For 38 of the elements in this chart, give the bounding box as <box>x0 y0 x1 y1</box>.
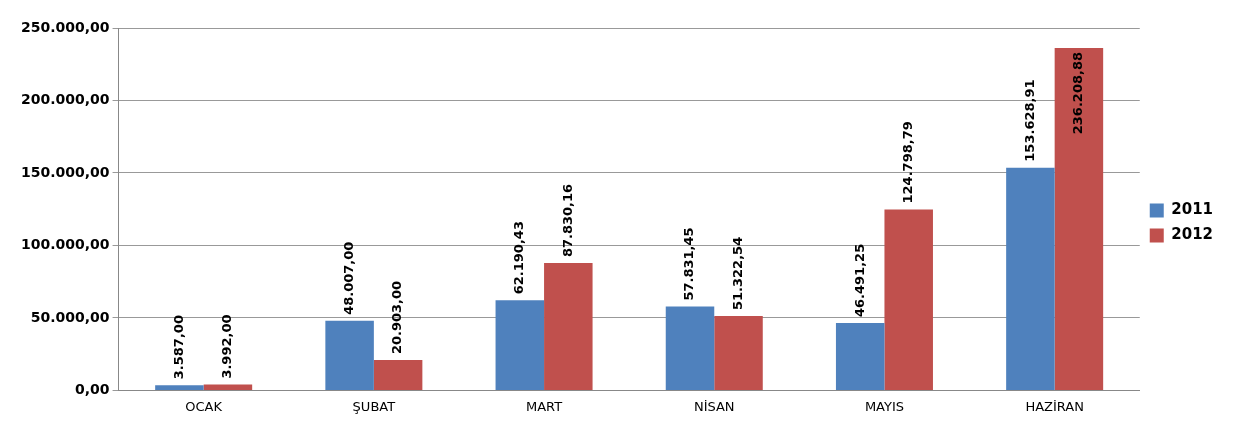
bar <box>373 360 423 390</box>
y-tick-label: 200.000,00 <box>20 91 110 108</box>
data-label: 87.830,16 <box>559 183 575 258</box>
data-label: 46.491,25 <box>851 243 867 318</box>
data-label: 153.628,91 <box>1021 79 1037 162</box>
legend-label: 2012 <box>1171 225 1213 244</box>
y-tick-label: 250.000,00 <box>20 18 110 35</box>
x-tick-label: NİSAN <box>693 398 735 414</box>
data-label: 62.190,43 <box>511 221 527 295</box>
bar <box>665 306 715 390</box>
data-label: 57.831,45 <box>681 227 697 301</box>
bar <box>495 300 545 390</box>
data-label: 3.992,00 <box>219 314 235 379</box>
bar <box>714 316 763 390</box>
y-tick-label: 50.000,00 <box>30 308 110 325</box>
x-tick-label: ŞUBAT <box>352 398 396 414</box>
bar <box>1054 47 1104 390</box>
bar <box>203 384 253 390</box>
data-label: 20.903,00 <box>389 280 405 355</box>
data-label: 48.007,00 <box>340 241 356 315</box>
bar <box>835 323 885 390</box>
data-label: 236.208,88 <box>1070 51 1086 135</box>
bar <box>155 385 204 390</box>
data-label: 51.322,54 <box>729 236 745 310</box>
y-tick-label: 150.000,00 <box>20 163 110 180</box>
x-tick-label: MAYIS <box>864 398 905 414</box>
x-tick-label: HAZİRAN <box>1025 398 1084 414</box>
x-tick-label: MART <box>525 398 563 414</box>
bar <box>544 263 593 390</box>
y-tick-label: 0,00 <box>75 381 110 398</box>
bar <box>884 209 933 390</box>
y-tick-label: 100.000,00 <box>20 236 110 253</box>
data-label: 124.798,79 <box>900 121 916 204</box>
bar <box>1006 167 1055 390</box>
bar <box>325 320 374 390</box>
legend-label: 2011 <box>1171 200 1213 219</box>
x-tick-label: OCAK <box>185 398 223 414</box>
data-label: 3.587,00 <box>170 315 186 380</box>
